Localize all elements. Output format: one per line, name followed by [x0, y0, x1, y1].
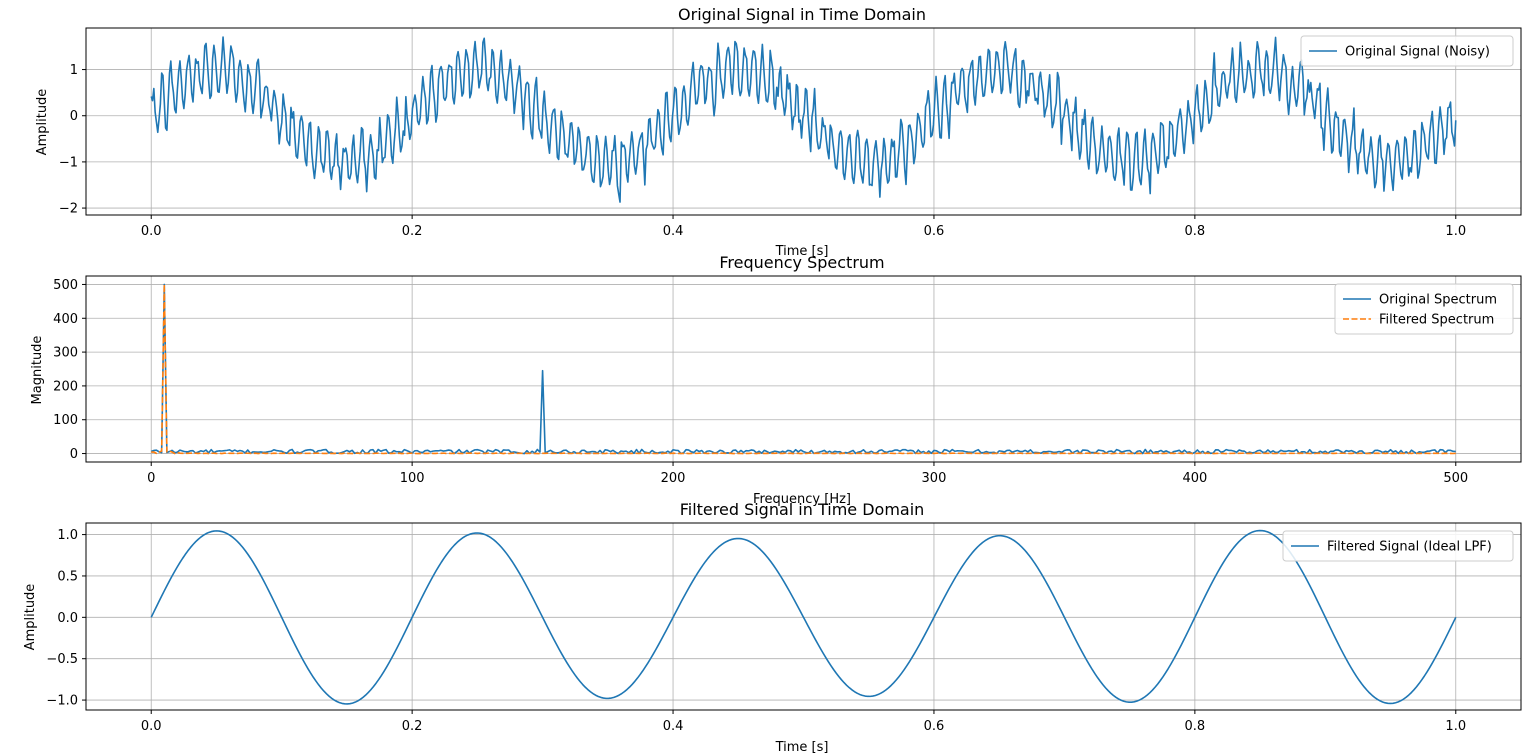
x-tick-label: 0.6: [924, 719, 945, 734]
y-tick-label: 0: [70, 447, 78, 462]
y-tick-label: 0: [70, 109, 78, 124]
legend-label: Original Signal (Noisy): [1345, 45, 1490, 60]
x-tick-label: 200: [661, 471, 686, 486]
y-tick-label: −1.0: [46, 694, 78, 709]
chart-title: Frequency Spectrum: [719, 253, 884, 272]
legend: Original Spectrum Filtered Spectrum: [1335, 284, 1513, 334]
y-tick-label: −1: [59, 155, 78, 170]
x-tick-label: 0.4: [663, 719, 684, 734]
x-tick-label: 100: [400, 471, 425, 486]
x-tick-label: 0.8: [1185, 719, 1206, 734]
x-tick-label: 500: [1443, 471, 1468, 486]
y-axis-label: Amplitude: [35, 89, 50, 156]
x-tick-label: 0.0: [141, 224, 162, 239]
y-tick-label: 1: [70, 63, 78, 78]
legend: Original Signal (Noisy): [1301, 36, 1513, 66]
x-tick-label: 300: [922, 471, 947, 486]
y-tick-label: 1.0: [57, 528, 78, 543]
x-tick-label: 0.0: [141, 719, 162, 734]
x-tick-label: 0.2: [402, 719, 423, 734]
y-tick-label: −0.5: [46, 652, 78, 667]
y-axis-label: Amplitude: [23, 584, 38, 651]
y-axis-label: Magnitude: [30, 336, 45, 405]
chart-title: Filtered Signal in Time Domain: [680, 500, 925, 519]
chart-title: Original Signal in Time Domain: [678, 5, 926, 24]
x-tick-label: 0.6: [924, 224, 945, 239]
legend-label: Filtered Spectrum: [1379, 313, 1494, 328]
legend: Filtered Signal (Ideal LPF): [1283, 531, 1513, 561]
legend-label: Filtered Signal (Ideal LPF): [1327, 540, 1492, 555]
x-tick-label: 0.8: [1185, 224, 1206, 239]
x-tick-label: 0: [147, 471, 155, 486]
y-tick-label: 400: [53, 312, 78, 327]
y-tick-label: 0.0: [57, 611, 78, 626]
y-tick-label: 500: [53, 278, 78, 293]
x-tick-label: 1.0: [1445, 719, 1466, 734]
y-tick-label: 200: [53, 379, 78, 394]
y-tick-label: 0.5: [57, 569, 78, 584]
y-tick-label: 300: [53, 346, 78, 361]
y-tick-label: −2: [59, 202, 78, 217]
x-tick-label: 1.0: [1445, 224, 1466, 239]
x-tick-label: 0.4: [663, 224, 684, 239]
y-tick-label: 100: [53, 413, 78, 428]
x-axis-label: Time [s]: [775, 740, 829, 754]
legend-label: Original Spectrum: [1379, 293, 1497, 308]
x-tick-label: 400: [1182, 471, 1207, 486]
x-tick-label: 0.2: [402, 224, 423, 239]
